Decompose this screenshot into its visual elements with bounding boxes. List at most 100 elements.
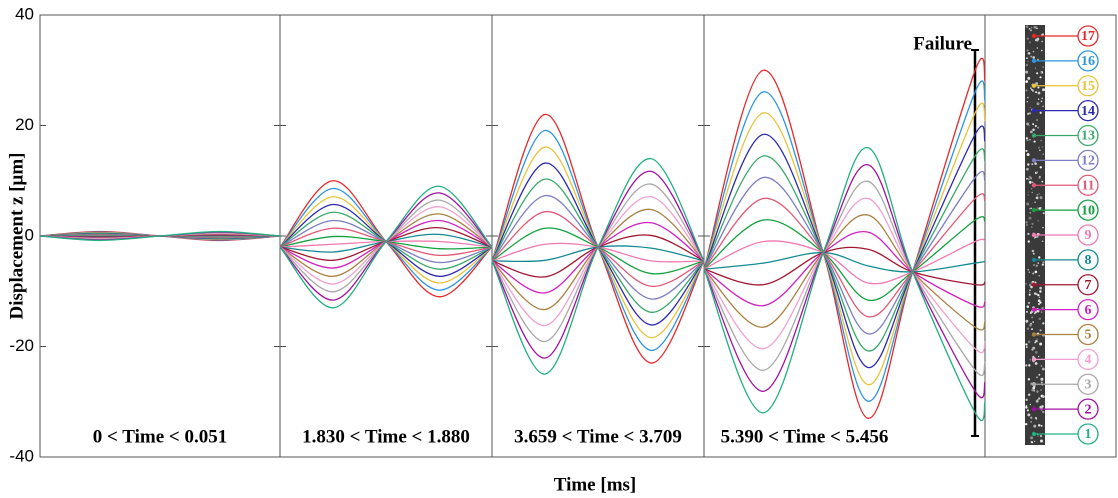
- legend-marker: [1077, 348, 1099, 371]
- legend-dot: [1031, 232, 1037, 238]
- series-line: [491, 227, 705, 275]
- speckle: [1028, 180, 1032, 184]
- speckle: [1036, 39, 1039, 42]
- legend-label: 8: [1085, 253, 1092, 268]
- speckle: [1032, 50, 1035, 53]
- speckle: [1035, 196, 1039, 200]
- speckle: [1033, 140, 1036, 143]
- speckle: [1025, 405, 1028, 407]
- speckle: [1032, 386, 1035, 390]
- speckle: [1026, 122, 1030, 126]
- speckle: [1038, 296, 1041, 299]
- speckle: [1039, 149, 1041, 152]
- speckle: [1038, 175, 1041, 178]
- speckle: [1030, 436, 1034, 440]
- speckle: [1028, 41, 1031, 44]
- speckle: [1029, 403, 1031, 406]
- y-axis-label: Displacement z [μm]: [6, 153, 27, 320]
- speckle: [1034, 67, 1037, 69]
- speckle: [1030, 416, 1033, 419]
- speckle: [1027, 60, 1029, 63]
- legend-dot: [1031, 382, 1037, 387]
- legend-dot: [1031, 332, 1037, 337]
- legend-dot: [1031, 133, 1037, 138]
- speckle: [1027, 76, 1031, 80]
- speckle: [1025, 319, 1029, 323]
- speckle: [1029, 130, 1033, 134]
- legend-marker: [1077, 174, 1099, 196]
- y-tick-label: -20: [9, 336, 34, 355]
- speckle: [1033, 312, 1036, 315]
- speckle: [1041, 263, 1045, 266]
- speckle: [1028, 112, 1030, 114]
- speckle: [1036, 47, 1039, 49]
- speckle: [1032, 181, 1034, 183]
- speckle: [1035, 418, 1038, 420]
- speckle: [1026, 202, 1030, 206]
- legend-marker: [1077, 99, 1099, 122]
- speckle: [1029, 291, 1031, 294]
- speckle: [1037, 86, 1040, 89]
- panel-label: 1.830 < Time < 1.880: [302, 426, 470, 447]
- speckle: [1031, 27, 1033, 29]
- series-line: [491, 157, 705, 375]
- speckle: [1025, 25, 1029, 29]
- speckle: [1036, 399, 1039, 401]
- legend-label: 7: [1085, 278, 1092, 293]
- speckle: [1031, 226, 1033, 228]
- legend-label: 5: [1085, 328, 1092, 343]
- speckle: [1025, 221, 1028, 224]
- speckle: [1037, 423, 1041, 427]
- speckle: [1038, 317, 1042, 321]
- series-line: [703, 148, 986, 352]
- speckle: [1029, 289, 1031, 292]
- speckle: [1040, 439, 1043, 443]
- speckle: [1032, 56, 1036, 59]
- legend-label: 10: [1081, 203, 1095, 218]
- panel-label: 0 < Time < 0.051: [93, 426, 227, 447]
- speckle: [1028, 284, 1032, 287]
- speckle: [1025, 398, 1028, 401]
- speckle: [1031, 316, 1034, 319]
- legend-marker: [1077, 199, 1099, 221]
- legend-dot: [1031, 406, 1037, 412]
- speckle: [1041, 180, 1044, 183]
- speckle: [1036, 390, 1038, 393]
- speckle: [1030, 207, 1032, 210]
- speckle: [1031, 222, 1034, 225]
- speckle: [1042, 66, 1045, 68]
- legend-marker: [1077, 50, 1099, 72]
- speckle: [1037, 98, 1040, 100]
- speckle: [1038, 146, 1040, 149]
- legend-label: 13: [1081, 129, 1095, 144]
- speckle: [1029, 107, 1031, 109]
- speckle: [1025, 70, 1029, 74]
- speckle: [1036, 193, 1039, 196]
- legend-dot: [1031, 257, 1037, 263]
- series-line: [703, 57, 986, 419]
- speckle: [1040, 311, 1043, 313]
- speckle: [1042, 226, 1044, 229]
- speckle: [1041, 97, 1043, 100]
- speckle: [1026, 153, 1030, 157]
- series-line: [703, 80, 986, 402]
- speckle: [1028, 175, 1032, 179]
- panel-label: 5.390 < Time < 5.456: [721, 426, 889, 447]
- speckle: [1038, 373, 1041, 376]
- speckle: [1030, 441, 1034, 444]
- speckle: [1040, 139, 1042, 142]
- speckle: [1031, 348, 1034, 351]
- legend-marker: [1077, 124, 1099, 147]
- speckle: [1031, 191, 1033, 194]
- legend-dot: [1031, 108, 1037, 113]
- speckle: [1039, 166, 1043, 169]
- legend-label: 3: [1085, 377, 1092, 392]
- speckle: [1032, 263, 1036, 267]
- speckle: [1032, 252, 1035, 255]
- speckle: [1041, 367, 1045, 371]
- speckle: [1040, 365, 1043, 367]
- speckle: [1035, 118, 1039, 122]
- speckle: [1025, 343, 1028, 346]
- legend-marker: [1077, 75, 1099, 97]
- speckle: [1035, 82, 1039, 86]
